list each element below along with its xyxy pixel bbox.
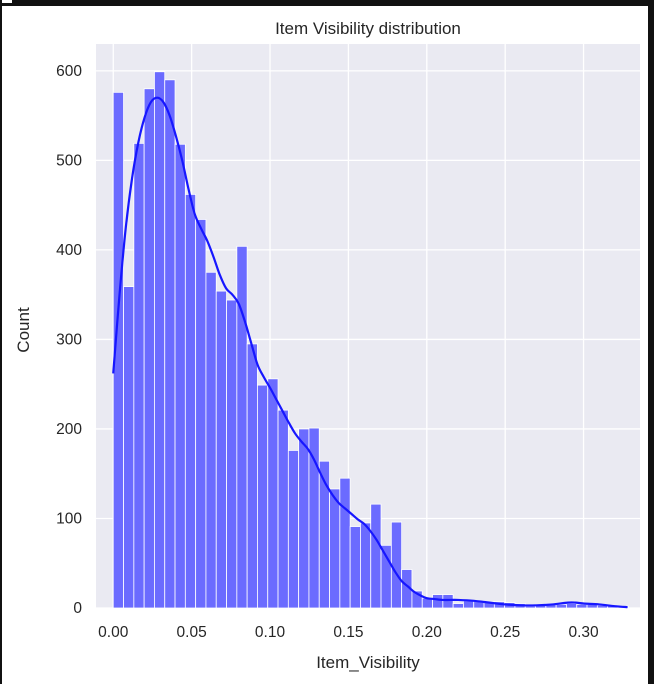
y-tick-label: 100 xyxy=(56,510,82,527)
x-tick-label: 0.05 xyxy=(177,624,207,641)
histogram-bar xyxy=(133,142,145,609)
histogram-bar xyxy=(566,603,578,609)
histogram-bar xyxy=(226,299,238,609)
histogram-bar xyxy=(154,71,166,609)
x-tick-label: 0.20 xyxy=(412,624,443,641)
histogram-bar xyxy=(257,384,269,609)
x-tick-label: 0.10 xyxy=(255,624,286,641)
x-axis-label: Item_Visibility xyxy=(316,653,420,672)
y-tick-label: 400 xyxy=(56,242,82,259)
y-tick-labels: 0 100 200 300 400 500 600 xyxy=(56,63,82,617)
histogram-bar xyxy=(555,604,567,609)
x-tick-label: 0.25 xyxy=(490,624,520,641)
x-tick-labels: 0.00 0.05 0.10 0.15 0.20 0.25 0.30 xyxy=(98,624,599,641)
window-left-border xyxy=(0,0,2,684)
window-top-border xyxy=(0,0,654,6)
histogram-bar xyxy=(287,450,300,609)
histogram-bar xyxy=(267,378,279,609)
chart-title: Item Visibility distribution xyxy=(275,19,461,38)
histogram-bar xyxy=(360,522,372,609)
histogram-bar xyxy=(236,245,248,609)
histogram-bar xyxy=(298,428,310,609)
histogram-bars xyxy=(112,71,629,609)
x-tick-label: 0.15 xyxy=(333,624,363,641)
y-tick-label: 500 xyxy=(56,152,82,169)
histogram-bar xyxy=(329,488,341,609)
histogram-bar xyxy=(576,604,588,609)
histogram-bar xyxy=(123,286,135,609)
y-axis-label: Count xyxy=(14,307,33,353)
y-tick-label: 0 xyxy=(73,600,82,617)
histogram-bar xyxy=(164,79,176,609)
histogram-bar xyxy=(463,600,475,609)
histogram-bar xyxy=(442,594,454,609)
histogram-bar xyxy=(246,343,258,609)
histogram-bar xyxy=(432,594,444,609)
window-right-border xyxy=(648,0,654,684)
histogram-bar xyxy=(370,503,382,609)
histogram-bar xyxy=(339,477,351,609)
histogram-bar xyxy=(452,603,464,609)
histogram-bar xyxy=(205,271,217,609)
histogram-bar xyxy=(277,409,289,609)
y-tick-label: 600 xyxy=(56,63,82,80)
histogram-bar xyxy=(143,88,155,609)
histogram-bar xyxy=(349,526,361,609)
x-tick-label: 0.00 xyxy=(98,624,129,641)
kde-curve xyxy=(112,96,628,609)
histogram-bar xyxy=(174,143,186,609)
y-tick-label: 300 xyxy=(56,331,82,348)
histogram-bar xyxy=(184,193,197,609)
histogram-bar xyxy=(215,290,227,609)
x-tick-label: 0.30 xyxy=(568,624,599,641)
y-tick-label: 200 xyxy=(56,421,82,438)
histogram-bar xyxy=(390,521,403,609)
histogram-bar xyxy=(195,219,207,609)
top-border-stub xyxy=(0,0,12,3)
